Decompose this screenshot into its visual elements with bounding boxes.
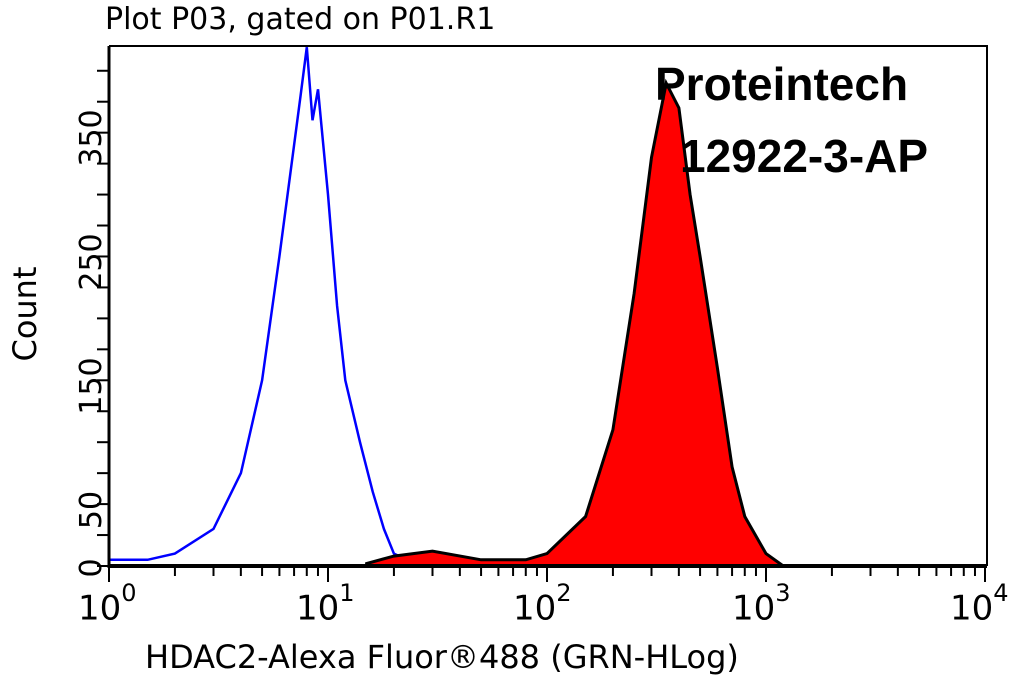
brand-annotation: Proteintech: [655, 58, 909, 110]
x-tick-label: 102: [513, 579, 572, 629]
x-axis-label: HDAC2-Alexa Fluor®488 (GRN-HLog): [145, 638, 739, 676]
x-tick-label: 101: [296, 579, 355, 629]
catalog-annotation: 12922-3-AP: [680, 130, 929, 182]
series-line: [109, 47, 416, 565]
x-tick-label: 103: [732, 579, 791, 629]
x-tick-label: 100: [78, 579, 137, 629]
series-area: [365, 78, 785, 568]
x-tick-label: 104: [950, 579, 1009, 629]
plot-title: Plot P03, gated on P01.R1: [105, 2, 496, 37]
